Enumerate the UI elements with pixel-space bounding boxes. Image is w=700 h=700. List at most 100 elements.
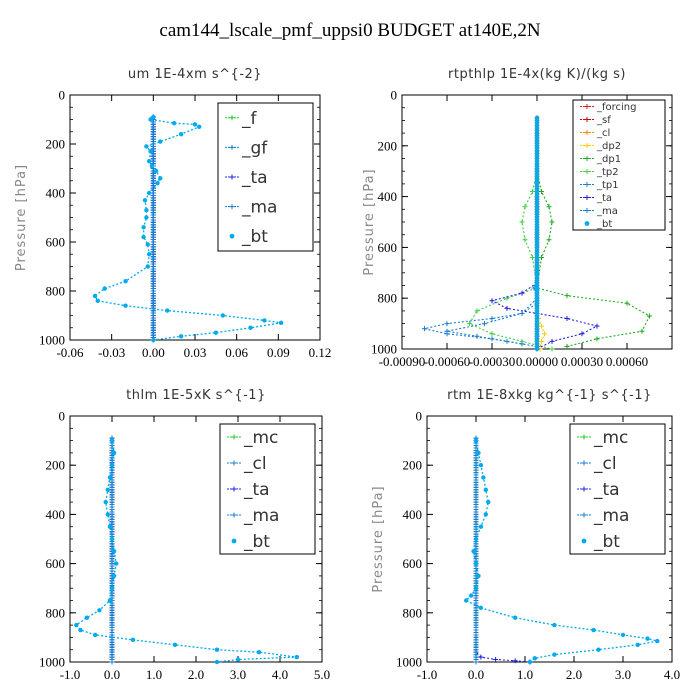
data-point: [144, 215, 149, 220]
legend-label: _forcing: [596, 102, 637, 113]
x-tick-label: 0.00000: [516, 354, 558, 369]
legend-marker: [231, 486, 237, 492]
data-point: [564, 293, 570, 299]
data-point: [539, 338, 544, 344]
legend-marker: [229, 174, 235, 180]
legend-marker: [231, 460, 237, 466]
data-point: [486, 499, 491, 505]
legend-marker: [581, 460, 587, 466]
x-tick-label: -0.06: [56, 345, 84, 360]
series-line-bt: [75, 440, 297, 663]
data-point: [146, 190, 152, 196]
data-point: [214, 659, 220, 665]
legend-label: _bt: [593, 532, 620, 552]
legend-marker: [584, 169, 590, 174]
x-tick-label: 1.0: [517, 667, 533, 682]
data-point: [102, 286, 107, 291]
legend-marker: [584, 182, 590, 187]
data-point: [144, 144, 149, 149]
data-point: [78, 627, 83, 633]
data-point: [552, 622, 557, 628]
data-point: [145, 264, 150, 269]
data-point: [493, 657, 499, 663]
legend-marker: [229, 233, 235, 239]
data-point: [530, 255, 535, 261]
data-point: [294, 654, 299, 660]
y-tick-label: 200: [46, 137, 66, 152]
legend-marker: [584, 221, 590, 226]
data-point: [624, 300, 630, 306]
data-point: [468, 593, 474, 598]
data-point: [532, 656, 537, 661]
chart-panel-2: rtpthlp 1E-4x(kg K)/(kg s) Pressure [hPa]…: [362, 67, 673, 369]
data-point: [123, 303, 128, 308]
data-point: [93, 632, 98, 638]
x-tick-label: -0.03: [98, 345, 125, 360]
legend-marker: [231, 512, 237, 518]
y-tick-label: 800: [46, 284, 66, 299]
data-point: [142, 198, 148, 203]
data-point: [220, 313, 225, 318]
y-tick-label: 0: [416, 409, 423, 424]
y-tick-label: 0: [391, 88, 398, 103]
data-point: [483, 512, 488, 517]
x-tick-label: 0.03: [184, 345, 207, 360]
data-point: [594, 323, 600, 329]
data-point: [148, 117, 153, 122]
legend-marker: [229, 144, 235, 150]
legend-marker: [229, 204, 235, 210]
data-point: [620, 632, 626, 638]
data-point: [474, 308, 480, 314]
data-point: [146, 158, 152, 164]
data-point: [422, 326, 427, 332]
legend-marker: [229, 115, 235, 121]
legend-label: _ta: [243, 480, 270, 500]
data-point: [248, 325, 253, 330]
legend-marker: [581, 434, 587, 440]
data-point: [178, 334, 184, 339]
data-point: [504, 338, 510, 344]
x-tick-label: 3.0: [230, 667, 246, 682]
data-point: [519, 310, 525, 316]
legend-marker: [584, 130, 590, 135]
data-point: [111, 573, 117, 579]
legend-box: [572, 99, 666, 231]
legend-label: _bt: [596, 219, 612, 230]
data-point: [155, 181, 160, 186]
data-point: [519, 219, 525, 225]
legend-marker: [584, 156, 590, 161]
data-point: [564, 316, 570, 322]
data-point: [130, 637, 136, 643]
data-point: [546, 237, 552, 243]
data-point: [579, 331, 585, 337]
legend-label: _dp2: [596, 141, 621, 152]
legend-marker: [584, 117, 590, 122]
chart-panel-4: rtm 1E-8xkg kg^{-1} s^{-1} Pressure [hPa]…: [371, 388, 680, 682]
data-point: [95, 298, 100, 303]
x-tick-label: 0.12: [309, 345, 332, 360]
chart-title: rtpthlp 1E-4x(kg K)/(kg s): [448, 67, 626, 82]
data-point: [542, 331, 547, 337]
legend-label: _ta: [593, 480, 620, 500]
legend-label: _mc: [593, 428, 628, 448]
data-point: [111, 450, 117, 456]
data-point: [539, 255, 544, 261]
legend-marker: [584, 143, 590, 148]
y-tick-label: 600: [378, 240, 398, 255]
data-point: [109, 536, 115, 542]
legend-label: _gf: [241, 138, 268, 158]
legend: _mc _cl _ta _ma _bt: [219, 423, 316, 555]
data-point: [123, 279, 128, 284]
data-point: [489, 298, 495, 304]
data-point: [171, 120, 177, 126]
data-point: [539, 189, 544, 195]
data-point: [97, 608, 102, 613]
data-point: [464, 598, 469, 603]
data-point: [473, 561, 479, 566]
data-point: [645, 636, 650, 641]
x-tick-label: 0.06: [225, 345, 248, 360]
legend-marker: [584, 195, 590, 200]
data-point: [145, 242, 150, 247]
legend-marker: [584, 208, 590, 213]
